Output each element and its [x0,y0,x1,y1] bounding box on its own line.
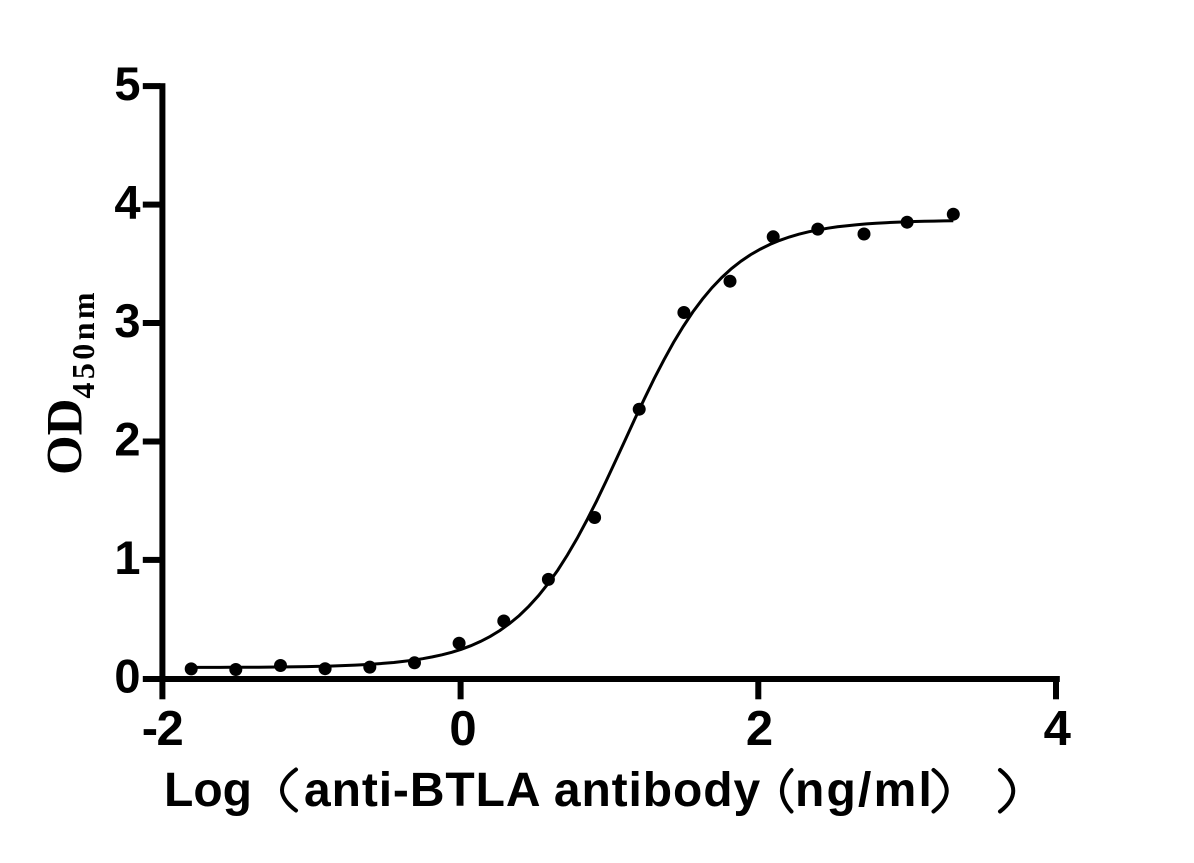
svg-text:4: 4 [1044,702,1071,756]
svg-text:anti-BTLA antibody: anti-BTLA antibody [304,764,761,817]
svg-text:Log: Log [164,764,252,817]
svg-text:5: 5 [114,57,140,110]
svg-text:4: 4 [114,176,140,229]
svg-text:0: 0 [114,649,140,702]
svg-text:ng/ml: ng/ml [795,764,934,817]
svg-text:1: 1 [114,531,140,584]
svg-text:2: 2 [114,413,140,466]
svg-text:3: 3 [114,294,140,347]
svg-text:0: 0 [449,702,476,756]
svg-text:2: 2 [746,702,773,756]
svg-text:-2: -2 [142,702,183,756]
